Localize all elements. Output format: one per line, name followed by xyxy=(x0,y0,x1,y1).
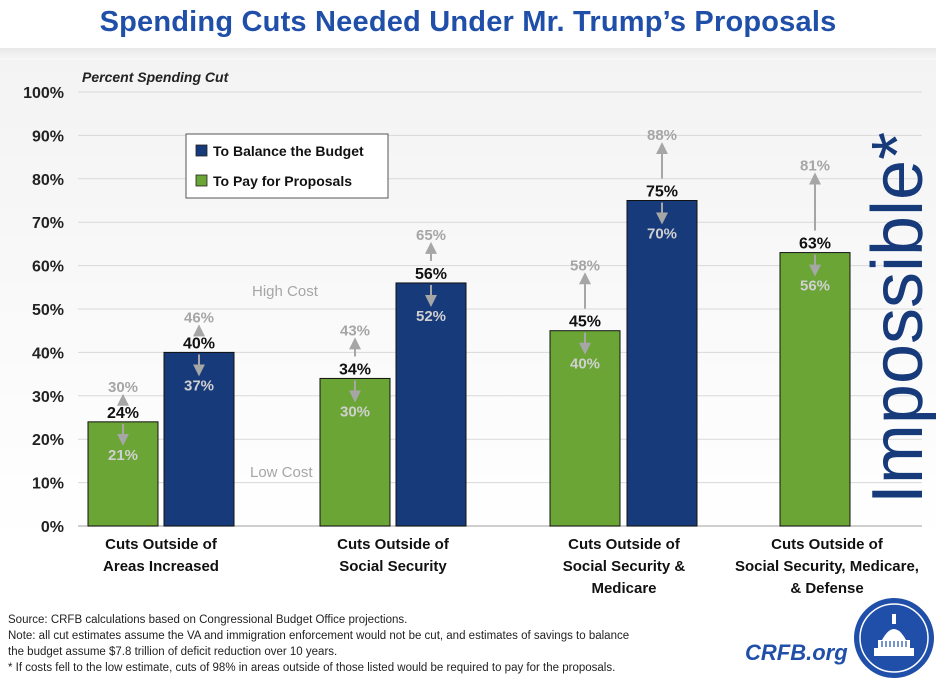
pay-for-proposals-low-label: 21% xyxy=(108,447,138,464)
pay-for-proposals-high-label: 58% xyxy=(570,257,600,274)
balance-budget-value-label: 75% xyxy=(646,184,678,201)
pay-for-proposals-value-label: 45% xyxy=(569,314,601,331)
assumption-note: Note: all cut estimates assume the VA an… xyxy=(8,630,630,642)
site-link[interactable]: CRFB.org xyxy=(745,640,848,665)
y-tick-label: 90% xyxy=(32,128,64,145)
assumption-note-cont: the budget assume $7.8 trillion of defic… xyxy=(8,646,338,658)
bar-chart: 0% 10% 20% 30% 40% 50% 60% 70% 80% 90% 100% Percent… xyxy=(0,60,936,597)
balance-budget-low-label: 70% xyxy=(647,226,677,243)
balance-budget-bar xyxy=(626,200,698,527)
x-category-label: Social Security, Medicare, xyxy=(735,558,919,575)
pay-for-proposals-high-label: 81% xyxy=(800,157,830,174)
balance-budget-high-label: 46% xyxy=(184,309,214,326)
balance-budget-value-label: 56% xyxy=(415,266,447,283)
legend-entry: To Pay for Proposals xyxy=(213,173,352,189)
y-tick-label: 80% xyxy=(32,172,64,189)
legend-swatch xyxy=(195,174,208,187)
balance-budget-value-label: 40% xyxy=(183,335,215,352)
pay-for-proposals-bar xyxy=(779,252,851,527)
pay-for-proposals-low-label: 30% xyxy=(340,403,370,420)
pay-for-proposals-low-label: 40% xyxy=(570,356,600,373)
y-tick-label: 10% xyxy=(32,476,64,493)
x-category-label: & Defense xyxy=(790,580,863,597)
balance-budget-bar xyxy=(395,282,467,527)
pay-for-proposals-high-label: 30% xyxy=(108,379,138,396)
y-tick-label: 40% xyxy=(32,345,64,362)
x-category-label: Social Security xyxy=(339,558,447,575)
balance-budget-low-label: 52% xyxy=(416,308,446,325)
legend-entry: To Balance the Budget xyxy=(213,143,364,159)
balance-budget-low-label: 37% xyxy=(184,377,214,394)
source-note: Source: CRFB calculations based on Congr… xyxy=(8,614,408,626)
x-category-label: Cuts Outside of xyxy=(771,536,884,553)
y-axis-title: Percent Spending Cut xyxy=(82,69,230,85)
y-tick-label: 70% xyxy=(32,215,64,232)
pay-for-proposals-low-label: 56% xyxy=(800,278,830,295)
high-cost-annotation: High Cost xyxy=(252,283,319,300)
x-category-label: Cuts Outside of xyxy=(568,536,681,553)
x-category-label: Cuts Outside of xyxy=(105,536,218,553)
balance-budget-high-label: 88% xyxy=(647,127,677,144)
y-tick-label: 100% xyxy=(23,85,64,102)
x-category-label: Areas Increased xyxy=(103,558,219,575)
footnote: * If costs fell to the low estimate, cut… xyxy=(8,662,616,674)
pay-for-proposals-bar xyxy=(549,330,621,527)
y-tick-label: 30% xyxy=(32,389,64,406)
footer-notes: Source: CRFB calculations based on Congr… xyxy=(8,612,768,676)
pay-for-proposals-bar xyxy=(319,377,391,527)
x-category-label: Medicare xyxy=(591,580,656,597)
legend-box xyxy=(185,133,389,199)
pay-for-proposals-high-label: 43% xyxy=(340,322,370,339)
chart-title: Spending Cuts Needed Under Mr. Trump’s P… xyxy=(99,6,837,38)
pay-for-proposals-value-label: 24% xyxy=(107,405,139,422)
legend-swatch xyxy=(195,144,208,157)
low-cost-annotation: Low Cost xyxy=(250,464,313,481)
capitol-seal-icon xyxy=(854,598,934,678)
y-tick-label: 60% xyxy=(32,259,64,276)
balance-budget-bar xyxy=(163,351,235,527)
pay-for-proposals-value-label: 34% xyxy=(339,361,371,378)
pay-for-proposals-value-label: 63% xyxy=(799,236,831,253)
x-category-label: Social Security & xyxy=(563,558,686,575)
y-tick-label: 0% xyxy=(41,519,64,536)
y-tick-label: 50% xyxy=(32,302,64,319)
x-category-label: Cuts Outside of xyxy=(337,536,450,553)
y-tick-label: 20% xyxy=(32,432,64,449)
balance-budget-high-label: 65% xyxy=(416,227,446,244)
impossible-annotation: Impossible* xyxy=(858,132,936,504)
